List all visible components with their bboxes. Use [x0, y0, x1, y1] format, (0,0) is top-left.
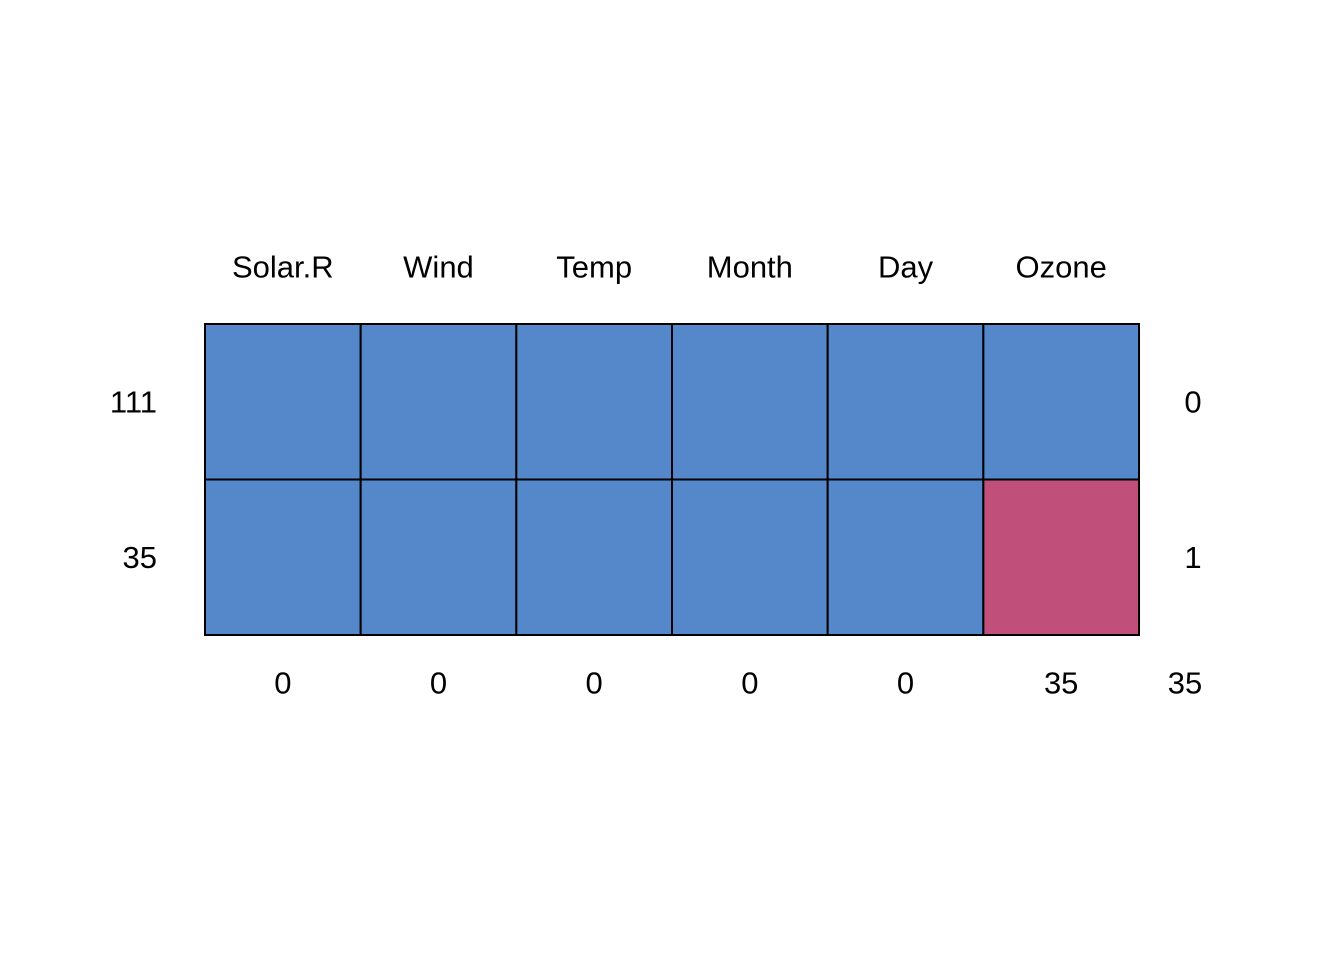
observed-cell	[826, 323, 985, 481]
row-missing-count: 0	[1184, 384, 1201, 419]
row-missing-count: 1	[1184, 540, 1201, 575]
column-missing-total: 0	[430, 666, 447, 701]
column-header: Solar.R	[232, 250, 334, 285]
observed-cell	[671, 323, 829, 481]
total-missing: 35	[1168, 666, 1202, 701]
column-missing-totals: 0 0 0 0 0 35 35	[274, 666, 1202, 701]
column-missing-total: 35	[1044, 666, 1078, 701]
missing-cell	[982, 478, 1141, 636]
row-count: 35	[123, 540, 157, 575]
column-header: Day	[878, 250, 934, 285]
pattern-cells	[204, 323, 1141, 636]
observed-cell	[515, 478, 674, 636]
observed-cell	[671, 478, 829, 636]
observed-cell	[204, 323, 362, 481]
observed-cell	[359, 323, 518, 481]
observed-cell	[515, 323, 674, 481]
column-header: Wind	[403, 250, 474, 285]
column-header: Temp	[556, 250, 632, 285]
column-missing-total: 0	[897, 666, 914, 701]
column-missing-total: 0	[586, 666, 603, 701]
column-missing-total: 0	[274, 666, 291, 701]
column-header: Ozone	[1016, 250, 1107, 285]
observed-cell	[359, 478, 518, 636]
row-count: 111	[110, 384, 157, 419]
row-missing-counts: 01	[1184, 384, 1201, 575]
observed-cell	[982, 323, 1141, 481]
column-header: Month	[707, 250, 793, 285]
row-counts: 111 35	[110, 384, 157, 575]
column-headers: Solar.R Wind Temp Month Day Ozone	[232, 250, 1107, 285]
column-missing-total: 0	[741, 666, 758, 701]
observed-cell	[204, 478, 362, 636]
observed-cell	[826, 478, 985, 636]
